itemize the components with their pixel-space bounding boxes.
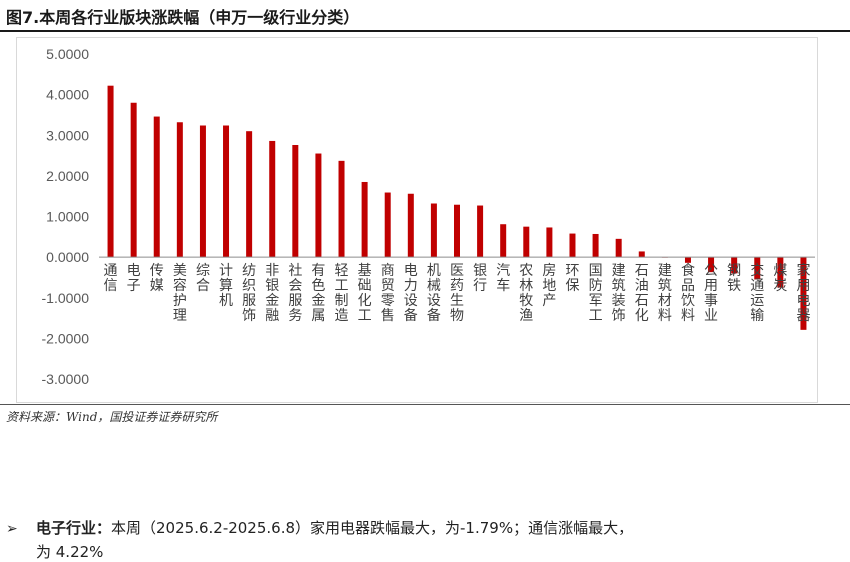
y-tick-label: -1.0000: [42, 290, 90, 306]
bar: [338, 160, 345, 258]
bar: [454, 204, 460, 258]
bar: [592, 233, 599, 258]
y-axis-ticks: 5.0000 4.0000 3.0000 2.0000 1.0000 0.0000 -1.0…: [42, 46, 90, 387]
bar: [130, 102, 137, 258]
x-tick-label: 医药生物: [450, 263, 464, 324]
x-tick-label: 机械设备: [427, 263, 441, 324]
y-tick-label: -3.0000: [42, 371, 90, 387]
x-tick-label: 公用事业: [704, 263, 718, 324]
bullet-arrow-icon: ➢: [6, 521, 18, 537]
x-tick-label: 房地产: [542, 263, 556, 309]
bar: [477, 205, 484, 258]
bar: [246, 131, 253, 258]
title-divider: [0, 30, 850, 32]
x-tick-label: 食品饮料: [681, 262, 695, 324]
y-tick-label: 5.0000: [46, 46, 89, 62]
x-tick-label: 汽车: [496, 263, 510, 294]
x-tick-label: 农林牧渔: [519, 263, 533, 324]
x-tick-label: 商贸零售: [381, 263, 395, 324]
bar: [684, 257, 691, 263]
x-tick-label: 有色金属: [311, 263, 325, 324]
bar: [384, 192, 391, 258]
x-tick-label: 计算机: [219, 263, 233, 309]
x-tick-label: 银行: [473, 263, 487, 294]
bar: [569, 233, 576, 258]
bar: [107, 85, 114, 258]
bar: [500, 224, 507, 258]
bar: [523, 226, 530, 258]
x-tick-label: 交通运输: [750, 262, 764, 324]
bar: [615, 238, 622, 258]
bar: [546, 227, 553, 258]
y-tick-label: 3.0000: [46, 127, 89, 143]
x-tick-label: 非银金融: [265, 263, 279, 324]
x-tick-label: 环保: [565, 263, 579, 294]
bar: [638, 251, 645, 258]
x-tick-label: 国防军工: [589, 263, 603, 324]
x-tick-label: 建筑材料: [658, 263, 672, 324]
bar-chart: 5.0000 4.0000 3.0000 2.0000 1.0000 0.0000 -1.0…: [42, 46, 815, 387]
source-note: 资料来源：Wind，国投证券证券研究所: [6, 410, 218, 424]
x-axis-labels: 通信电子传媒美容护理综合计算机纺织服饰非银金融社会服务有色金属轻工制造基础化工商…: [104, 262, 811, 324]
y-tick-label: 1.0000: [46, 209, 89, 225]
x-tick-label: 电子: [127, 263, 141, 294]
bar: [223, 125, 230, 258]
bar: [731, 257, 738, 274]
bar: [315, 153, 322, 258]
x-tick-label: 煤炭: [773, 263, 787, 294]
x-tick-label: 综合: [196, 263, 210, 294]
bar: [407, 193, 414, 258]
bar: [269, 140, 276, 258]
x-tick-label: 社会服务: [288, 263, 302, 324]
x-tick-label: 钢铁: [727, 263, 741, 294]
bar: [800, 257, 807, 330]
bar: [708, 257, 715, 273]
bar: [176, 122, 183, 258]
y-tick-label: 2.0000: [46, 168, 89, 184]
x-tick-label: 传媒: [150, 263, 164, 294]
bar-series: [107, 85, 807, 330]
y-tick-label: 4.0000: [46, 87, 89, 103]
bar: [754, 257, 761, 280]
commentary-text: 本周（2025.6.2-2025.6.8）家用电器跌幅最大，为-1.79%；通信…: [111, 519, 634, 537]
x-tick-label: 家用电器: [796, 262, 810, 324]
source-divider: [0, 404, 850, 405]
bar: [199, 125, 206, 258]
chart-frame: 5.0000 4.0000 3.0000 2.0000 1.0000 0.0000 -1.0…: [16, 37, 818, 403]
figure-title: 图7.本周各行业版块涨跌幅（申万一级行业分类）: [6, 8, 360, 27]
bar: [153, 116, 160, 258]
commentary-line: ➢ 电子行业：本周（2025.6.2-2025.6.8）家用电器跌幅最大，为-1.…: [6, 517, 633, 538]
bar: [361, 181, 368, 258]
x-tick-label: 石油石化: [635, 263, 649, 324]
commentary-continuation: 为 4.22%: [36, 543, 104, 561]
bar: [430, 203, 437, 258]
x-tick-label: 纺织服饰: [242, 263, 256, 324]
x-tick-label: 通信: [104, 263, 118, 294]
x-tick-label: 基础化工: [358, 262, 372, 324]
bar: [777, 257, 784, 288]
x-tick-label: 轻工制造: [335, 263, 349, 324]
commentary-lead: 电子行业：: [36, 519, 112, 537]
x-tick-label: 电力设备: [404, 263, 418, 324]
x-tick-label: 美容护理: [173, 263, 187, 324]
y-tick-label: 0.0000: [46, 249, 89, 265]
y-tick-label: -2.0000: [42, 330, 90, 346]
bar: [292, 145, 299, 258]
x-tick-label: 建筑装饰: [612, 263, 626, 324]
